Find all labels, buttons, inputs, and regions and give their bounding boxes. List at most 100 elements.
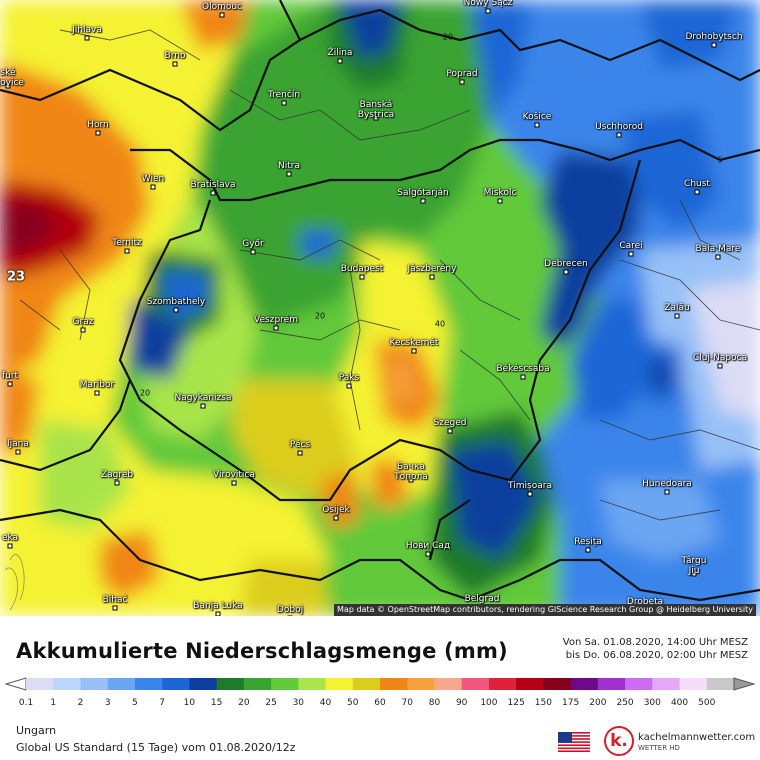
city-label: Olomouc <box>201 2 243 12</box>
contour-label: 5 <box>717 155 723 165</box>
city-label: Graz <box>72 317 94 327</box>
city-marker <box>694 189 700 195</box>
city-marker <box>459 79 465 85</box>
city-label: ské ějovice <box>0 68 24 88</box>
scale-label: 15 <box>211 698 222 708</box>
city-marker <box>173 307 179 313</box>
city-label: Zagreb <box>100 470 134 480</box>
city-label: Banja Luka <box>193 601 243 611</box>
city-label: Drohobytsch <box>685 32 743 42</box>
city-marker <box>5 83 11 89</box>
scale-swatch <box>488 678 517 690</box>
scale-swatch <box>325 678 354 690</box>
brand-subtitle: WETTER HD <box>638 744 680 752</box>
city-marker <box>373 115 379 121</box>
city-marker <box>172 61 178 67</box>
scale-label: 90 <box>456 698 468 708</box>
scale-label: 1 <box>50 698 56 708</box>
scale-label: 300 <box>644 698 661 708</box>
city-marker <box>219 12 225 18</box>
us-flag-icon[interactable] <box>558 732 590 752</box>
city-marker <box>359 274 365 280</box>
scale-swatch <box>679 678 708 690</box>
scale-swatch <box>625 678 653 690</box>
precipitation-map: Olomouc Nowy Sącz Jihlava Drohobytsch Žilina… <box>0 0 760 616</box>
city-marker <box>664 489 670 495</box>
city-label: Budapest <box>340 264 384 274</box>
city-label: Szombathely <box>146 297 206 307</box>
model-label: Global US Standard (15 Tage) vom 01.08.2… <box>16 741 296 754</box>
city-label: Carei <box>619 241 643 251</box>
scale-arrow-right <box>733 677 756 691</box>
city-marker <box>114 480 120 486</box>
region-label: Ungarn <box>16 724 57 737</box>
city-label: furt <box>1 371 19 381</box>
city-label: Békéscsaba <box>496 364 550 374</box>
scale-label: 70 <box>402 698 414 708</box>
scale-label: 20 <box>238 698 250 708</box>
city-marker <box>287 615 293 616</box>
scale-swatch <box>298 678 327 690</box>
city-marker <box>616 132 622 138</box>
scale-swatch <box>407 678 435 690</box>
city-label: Veszprém <box>254 315 298 325</box>
city-marker <box>429 274 435 280</box>
scale-swatch <box>107 678 136 690</box>
scale-swatch <box>461 678 490 690</box>
scale-label: 2 <box>78 698 84 708</box>
map-attribution[interactable]: Map data © OpenStreetMap contributors, r… <box>334 604 756 616</box>
city-label: Győr <box>242 239 264 249</box>
scale-swatch <box>189 678 218 690</box>
city-marker <box>250 249 256 255</box>
city-label: Wien <box>141 174 165 184</box>
city-label: Brno <box>164 51 186 61</box>
scale-label: 50 <box>347 698 359 708</box>
city-marker <box>520 374 526 380</box>
city-label: Kecskemét <box>389 338 439 348</box>
city-label: Salgótarján <box>397 188 449 198</box>
scale-swatch <box>597 678 626 690</box>
legend-title: Akkumulierte Niederschlagsmenge (mm) <box>16 639 508 663</box>
max-value-label: 23 <box>6 269 26 285</box>
city-marker <box>411 348 417 354</box>
color-scale-bar: 0.1 1 2 3 5 7 10 15 20 25 30 40 50 60 70 80 90 100 125 150 1… <box>4 677 756 708</box>
city-marker <box>527 491 533 497</box>
scale-swatch <box>80 678 109 690</box>
city-marker <box>124 248 130 254</box>
city-marker <box>281 100 287 106</box>
contour-lines <box>4 554 25 611</box>
kachelmann-logo-icon[interactable]: k. <box>604 726 634 756</box>
scale-label: 25 <box>265 698 276 708</box>
brand-block[interactable]: kachelmannwetter.com WETTER HD <box>638 732 755 754</box>
scale-swatch <box>53 678 81 690</box>
city-label: Horn <box>87 120 109 130</box>
scale-swatch <box>26 678 54 690</box>
city-label: Târgu Jiu <box>681 556 707 576</box>
city-label: Miskolc <box>483 188 517 198</box>
city-label: Banská Bystrica <box>357 100 395 120</box>
city-marker <box>563 269 569 275</box>
scale-label: 125 <box>508 698 525 708</box>
city-label: Pécs <box>289 440 311 450</box>
scale-label: 30 <box>293 698 305 708</box>
city-marker <box>286 171 292 177</box>
contour-label: 40 <box>434 319 446 329</box>
city-label: Nitra <box>278 161 300 171</box>
city-marker <box>333 515 339 521</box>
city-marker <box>497 198 503 204</box>
city-marker <box>94 390 100 396</box>
city-label: Trenčín <box>267 90 301 100</box>
scale-label: 5 <box>132 698 138 708</box>
city-label: eka <box>1 533 19 543</box>
scale-swatch <box>434 678 463 690</box>
city-marker <box>150 184 156 190</box>
scale-label: 7 <box>159 698 165 708</box>
scale-label: 150 <box>535 698 552 708</box>
scale-label: 3 <box>105 698 111 708</box>
city-marker <box>112 605 118 611</box>
city-label: Бачка Топола <box>394 462 428 482</box>
scale-label: 175 <box>562 698 579 708</box>
city-marker <box>7 381 13 387</box>
scale-swatch <box>352 678 381 690</box>
city-label: Cluj-Napoca <box>692 353 748 363</box>
